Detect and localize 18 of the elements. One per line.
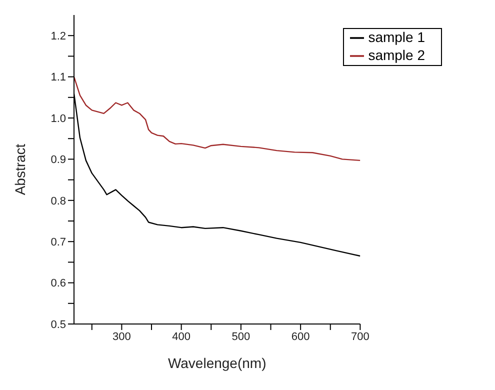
y-tick-label: 0.9 — [50, 154, 66, 166]
x-axis-title: Wavelenge(nm) — [168, 355, 266, 371]
y-tick-label: 0.8 — [50, 195, 66, 208]
y-tick-label: 0.7 — [50, 236, 66, 249]
y-tick-label: 1.1 — [50, 72, 66, 84]
x-tick-label: 400 — [172, 330, 190, 343]
y-axis-title: Abstract — [12, 144, 28, 196]
line-series — [74, 76, 360, 162]
x-tick-label: 300 — [112, 330, 131, 343]
x-tick-label: 700 — [351, 330, 370, 343]
y-tick-label: 0.6 — [50, 278, 66, 290]
y-tick-label: 1.2 — [50, 30, 66, 43]
y-tick-label: 1.0 — [50, 112, 66, 125]
x-tick-label: 600 — [291, 330, 310, 343]
x-tick-label: 500 — [232, 330, 250, 343]
y-tick-label: 0.5 — [50, 318, 66, 331]
legend-label: sample 1 — [368, 29, 425, 45]
legend-label: sample 2 — [368, 47, 425, 63]
